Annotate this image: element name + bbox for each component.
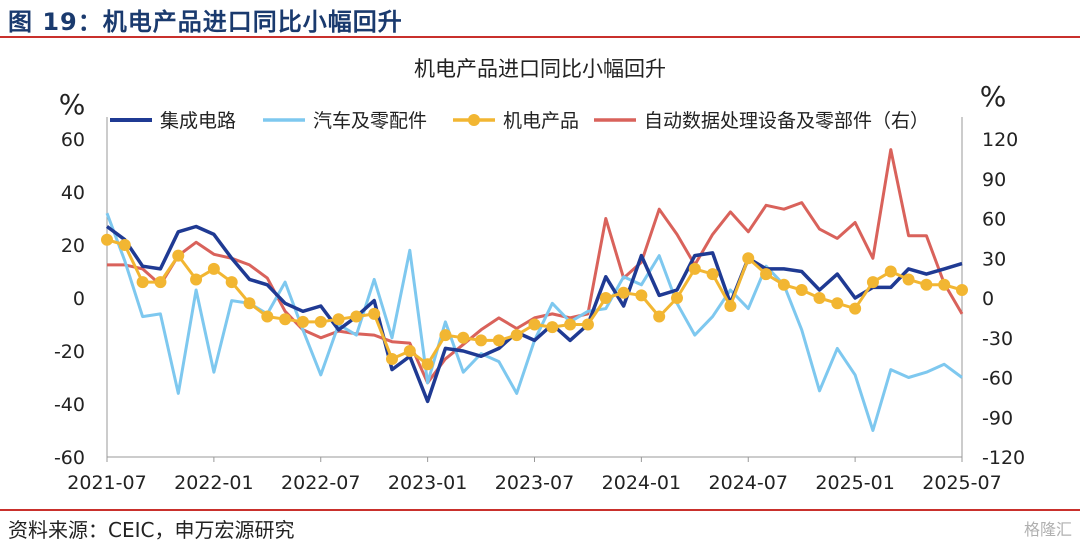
data-point [492,334,505,347]
left-tick-label: -60 [54,447,85,469]
data-point [314,315,327,328]
source-note: 资料来源：CEIC，申万宏源研究 [8,518,295,542]
data-point [510,329,523,342]
x-tick-label: 2022-01 [174,472,253,494]
legend-label: 汽车及零配件 [313,110,427,132]
data-point [564,318,577,331]
right-tick-label: 90 [982,169,1006,191]
data-point [599,292,612,304]
data-point [653,310,666,323]
x-tick-label: 2021-07 [67,472,146,494]
series-line-0 [105,224,963,404]
left-tick-label: 60 [61,129,85,151]
data-point [742,252,755,265]
figure-title: 图 19：机电产品进口同比小幅回升 [8,8,403,36]
data-point [172,249,185,262]
data-point [386,352,398,365]
legend-label: 机电产品 [503,110,579,132]
data-point [475,334,488,347]
watermark: 格隆汇 [1023,520,1072,539]
left-tick-label: -40 [54,394,85,416]
data-point [207,262,220,275]
right-tick-label: -60 [982,368,1013,390]
data-point [439,329,452,342]
data-point [938,278,951,291]
data-point [760,268,773,281]
left-tick-label: 20 [61,235,85,257]
legend-marker [468,114,480,126]
data-point [884,265,897,278]
legend: 集成电路 汽车及零配件 机电产品 自动数据处理设备及零部件（右） [110,110,929,132]
right-tick-label: -90 [982,407,1013,429]
x-tick-label: 2024-07 [709,472,788,494]
data-point [225,276,238,289]
data-point [956,284,968,297]
left-tick-label: 0 [73,288,85,310]
data-point [457,331,470,344]
axes: 60 40 20 0 -20 -40 -60 120 90 60 30 0 -30 -60 -90 -120 2… [54,117,1025,494]
x-tick-label: 2022-07 [281,472,360,494]
data-point [190,273,203,286]
data-point [671,292,683,304]
left-tick-label: 40 [61,182,85,204]
data-point [635,289,648,302]
data-point [831,297,844,310]
data-point [688,262,701,275]
right-tick-label: 30 [982,248,1006,270]
right-tick-label: 120 [982,129,1018,151]
data-point [795,284,808,297]
data-point [243,297,256,310]
right-tick-label: 0 [982,288,994,310]
bottom-rule [0,509,1080,511]
data-point [813,292,826,304]
right-tick-label: -30 [982,328,1013,350]
data-point [136,276,149,289]
data-point [920,278,933,291]
data-point [279,313,292,326]
data-point [777,278,790,291]
left-axis-unit: % [59,88,86,121]
data-point [902,273,915,286]
right-axis-unit: % [980,80,1007,113]
right-tick-label: 60 [982,209,1006,231]
series-line-3 [107,148,964,385]
data-point [368,307,381,320]
x-tick-label: 2025-07 [922,472,1001,494]
data-point [581,318,594,331]
data-point [528,318,541,331]
chart: 机电产品进口同比小幅回升 % % 集成电路 汽车及零配件 机电产品 自动数据处理设备及… [54,57,1025,494]
data-point [118,239,131,251]
x-tick-label: 2025-01 [815,472,894,494]
data-point [546,321,559,334]
data-point [350,310,363,323]
top-rule [0,36,1080,38]
data-point [706,268,719,281]
plot-area [101,148,968,432]
right-tick-label: -120 [982,447,1025,469]
data-point [849,302,862,315]
left-tick-label: -20 [54,341,85,363]
data-point [403,345,416,357]
data-point [101,233,113,246]
data-point [724,299,737,312]
data-point [296,315,309,328]
data-point [154,276,167,289]
x-tick-label: 2023-07 [495,472,574,494]
legend-label: 自动数据处理设备及零部件（右） [644,110,929,132]
data-point [421,358,434,371]
data-point [332,313,345,326]
x-tick-label: 2024-01 [602,472,681,494]
chart-title: 机电产品进口同比小幅回升 [414,57,666,81]
x-tick-label: 2023-01 [388,472,467,494]
legend-label: 集成电路 [160,110,236,132]
data-point [261,310,274,323]
data-point [866,276,879,289]
data-point [617,286,630,299]
